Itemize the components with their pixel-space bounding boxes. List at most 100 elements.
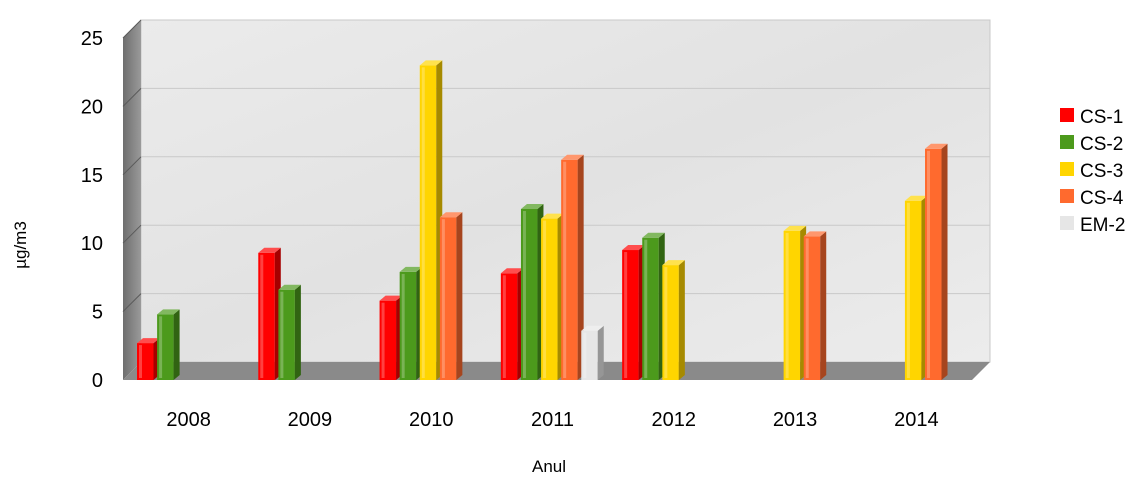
gridline-side-15	[122, 156, 142, 176]
bar-highlight	[421, 67, 425, 379]
bar-front	[642, 237, 659, 380]
y-tick-label: 5	[92, 302, 103, 324]
bar-side	[173, 309, 180, 380]
legend-label: CS-1	[1080, 107, 1123, 128]
bar-highlight	[441, 219, 445, 378]
bar-front	[925, 148, 942, 380]
legend-item-CS-3: CS-3	[1060, 161, 1123, 182]
bar-CS-4-2013	[803, 231, 827, 380]
legend-item-EM-2: EM-2	[1060, 215, 1125, 236]
bar-top	[783, 225, 807, 231]
bar-front	[783, 230, 801, 380]
bar-top	[399, 266, 423, 272]
x-axis-title: Anul	[532, 457, 566, 476]
bar-front	[500, 273, 518, 380]
x-tick-label: 2011	[531, 409, 574, 431]
bar-highlight	[583, 332, 587, 378]
x-tick-label: 2009	[288, 409, 333, 431]
bar-CS-3-2013	[783, 225, 807, 380]
x-tick-label: 2012	[652, 409, 697, 431]
bar-front	[278, 289, 295, 380]
bar-side	[820, 231, 827, 380]
y-axis-title: µg/m3	[11, 221, 30, 269]
bar-CS-2-2009	[278, 284, 301, 380]
bar-top	[622, 245, 645, 251]
bar-top	[500, 268, 524, 274]
legend-label: CS-2	[1080, 134, 1123, 155]
bar-CS-3-2010	[419, 60, 443, 381]
bar-top	[925, 143, 948, 149]
bar-front	[662, 265, 679, 380]
y-tick-label: 15	[81, 165, 103, 187]
bar-top	[541, 213, 564, 219]
bar-EM-2-2011	[581, 325, 604, 380]
bar-front	[258, 252, 275, 380]
legend-item-CS-2: CS-2	[1060, 134, 1123, 155]
bar-highlight	[280, 291, 284, 378]
bar-highlight	[381, 302, 385, 378]
bar-highlight	[543, 220, 547, 378]
bar-highlight	[644, 239, 648, 378]
bar-front	[439, 217, 457, 380]
legend-swatch	[1060, 216, 1074, 230]
bar-top	[581, 325, 604, 331]
x-tick-label: 2014	[894, 409, 939, 431]
bar-front	[904, 200, 922, 380]
bar-front	[157, 314, 174, 380]
gridline-side-10	[122, 224, 142, 244]
bar-highlight	[906, 202, 910, 378]
bar-CS-3-2014	[904, 195, 928, 380]
bar-CS-2-2008	[157, 309, 180, 380]
bar-top	[137, 338, 160, 344]
bar-CS-1-2010	[379, 295, 403, 380]
bar-side	[678, 260, 685, 380]
bar-CS-3-2011	[541, 213, 564, 380]
bar-CS-3-2012	[662, 260, 685, 380]
bar-CS-1-2012	[622, 245, 645, 380]
bar-side	[941, 143, 948, 380]
bar-front	[561, 159, 578, 380]
bar-CS-2-2012	[642, 232, 665, 380]
bar-front	[399, 271, 417, 380]
bar-highlight	[785, 232, 789, 378]
bar-CS-1-2011	[500, 268, 524, 380]
bar-highlight	[624, 252, 628, 378]
bar-CS-4-2010	[439, 212, 463, 380]
x-tick-label: 2008	[166, 409, 211, 431]
y-tick-label: 25	[81, 28, 103, 50]
legend-swatch	[1060, 162, 1074, 176]
gridline-side-20	[122, 88, 142, 107]
bar-front	[419, 65, 437, 381]
y-tick-label: 0	[92, 370, 103, 392]
bar-highlight	[139, 345, 142, 378]
bar-top	[803, 231, 827, 237]
bar-front	[379, 300, 397, 380]
legend-label: EM-2	[1080, 215, 1125, 236]
bar-highlight	[664, 267, 668, 378]
bar-top	[561, 154, 584, 160]
bar-CS-1-2009	[258, 247, 281, 380]
bar-highlight	[563, 161, 567, 378]
legend-swatch	[1060, 135, 1074, 149]
bar-top	[662, 260, 685, 266]
bar-front	[622, 250, 639, 380]
bar-highlight	[159, 316, 163, 378]
bar-side	[294, 284, 301, 380]
bar-front	[137, 343, 154, 380]
legend-swatch	[1060, 189, 1074, 203]
x-tick-label: 2013	[773, 409, 818, 431]
bar-front	[541, 218, 558, 380]
bar-front	[520, 209, 538, 380]
bar-CS-2-2010	[399, 266, 423, 380]
bar-top	[642, 232, 665, 238]
bar-top	[419, 60, 443, 66]
bar-highlight	[260, 254, 264, 378]
bar-CS-4-2011	[561, 154, 584, 380]
y-tick-label: 20	[81, 96, 103, 118]
bar-side	[456, 212, 463, 380]
bar-front	[581, 330, 598, 380]
bar-top	[278, 284, 301, 290]
legend-label: CS-3	[1080, 161, 1123, 182]
bar-top	[520, 204, 544, 209]
